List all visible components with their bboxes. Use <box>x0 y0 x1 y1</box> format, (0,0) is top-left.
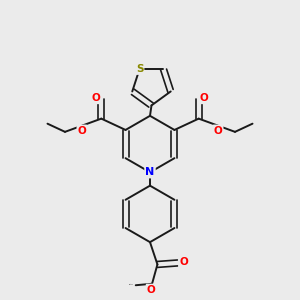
Text: O: O <box>179 257 188 267</box>
Text: N: N <box>146 167 154 177</box>
Text: O: O <box>214 126 222 136</box>
Text: O: O <box>147 285 156 295</box>
Text: O: O <box>200 93 208 103</box>
Text: O: O <box>78 126 86 136</box>
Text: methyl: methyl <box>128 284 134 285</box>
Text: O: O <box>92 93 100 103</box>
Text: S: S <box>136 64 143 74</box>
